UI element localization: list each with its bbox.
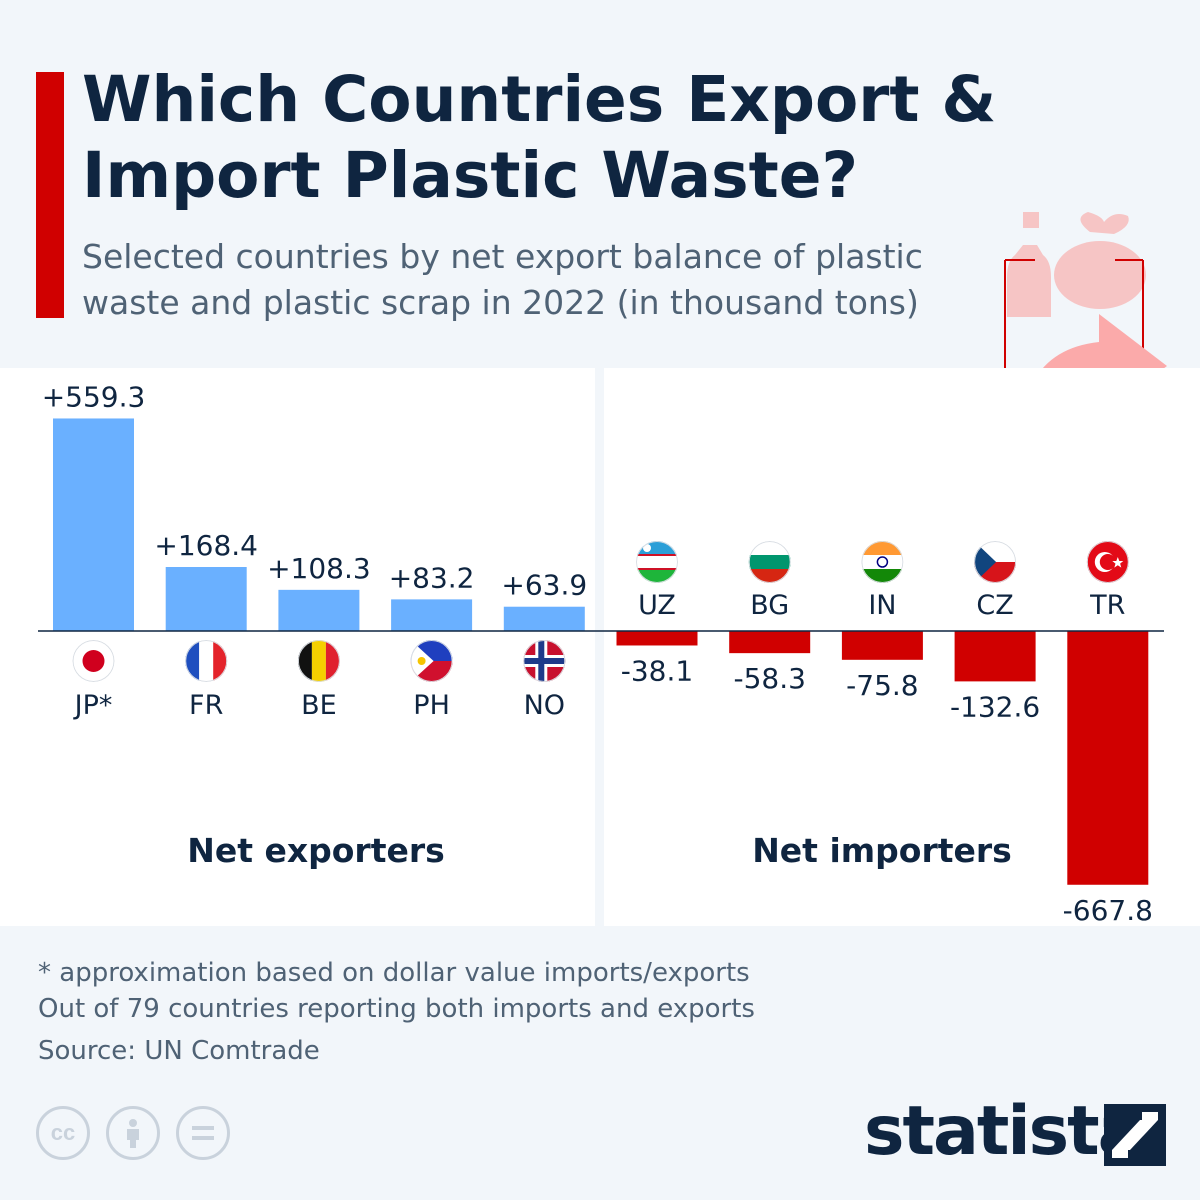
attribution-icon[interactable] — [106, 1106, 160, 1160]
bar-tr — [1067, 631, 1149, 885]
cc-icon[interactable]: cc — [36, 1106, 90, 1160]
bar-jp — [53, 418, 134, 631]
turkey-flag-icon — [1086, 541, 1129, 583]
data-label: -58.3 — [733, 662, 805, 695]
norway-flag-icon — [523, 640, 566, 682]
category-label: UZ — [638, 590, 676, 621]
bulgaria-flag-icon — [748, 541, 791, 583]
uzbekistan-flag-icon — [636, 541, 678, 583]
data-label: -132.6 — [950, 690, 1040, 723]
bar-no — [503, 606, 585, 631]
data-label: -38.1 — [621, 654, 693, 687]
category-label: NO — [524, 690, 565, 721]
japan-flag-icon — [72, 640, 115, 682]
footnote-approximation: * approximation based on dollar value im… — [38, 958, 750, 988]
no-derivatives-icon[interactable] — [176, 1106, 230, 1160]
category-label: FR — [189, 690, 223, 721]
india-flag-icon — [861, 541, 904, 583]
category-label: TR — [1089, 590, 1125, 621]
bar-ph — [391, 599, 473, 631]
bar-bg — [729, 631, 811, 654]
data-label: +108.3 — [267, 552, 371, 585]
statista-logo-text[interactable]: statista — [864, 1092, 1144, 1171]
group-label-importers: Net importers — [752, 831, 1012, 870]
data-label: -667.8 — [1063, 894, 1153, 927]
statista-logo-icon[interactable] — [1104, 1104, 1166, 1166]
footnote-coverage: Out of 79 countries reporting both impor… — [38, 994, 755, 1024]
data-label: +168.4 — [154, 529, 258, 562]
bar-be — [278, 589, 360, 631]
bar-cz — [954, 631, 1036, 682]
bar-fr — [165, 567, 247, 631]
france-flag-icon — [185, 640, 228, 682]
footnotes: * approximation based on dollar value im… — [38, 955, 755, 1069]
data-label: +83.2 — [389, 561, 475, 594]
bar-in — [841, 631, 923, 660]
belgium-flag-icon — [297, 640, 340, 682]
license-icons: cc — [36, 1106, 230, 1160]
category-label: BE — [301, 690, 337, 721]
category-label: CZ — [976, 590, 1013, 621]
data-label: -75.8 — [846, 669, 918, 702]
data-label: +559.3 — [42, 380, 146, 413]
czechia-flag-icon — [974, 541, 1017, 583]
page-subtitle: Selected countries by net export balance… — [82, 237, 923, 322]
category-label: BG — [750, 590, 789, 621]
category-label: JP* — [73, 690, 113, 721]
page-title: Which Countries Export & Import Plastic … — [82, 63, 997, 212]
philippines-flag-icon — [410, 640, 453, 682]
source-note: Source: UN Comtrade — [38, 1036, 320, 1066]
group-label-exporters: Net exporters — [187, 831, 445, 870]
category-label: IN — [868, 590, 896, 621]
data-label: +63.9 — [501, 569, 587, 602]
title-accent-bar — [36, 72, 64, 318]
bar-uz — [616, 631, 698, 646]
category-label: PH — [413, 690, 450, 721]
